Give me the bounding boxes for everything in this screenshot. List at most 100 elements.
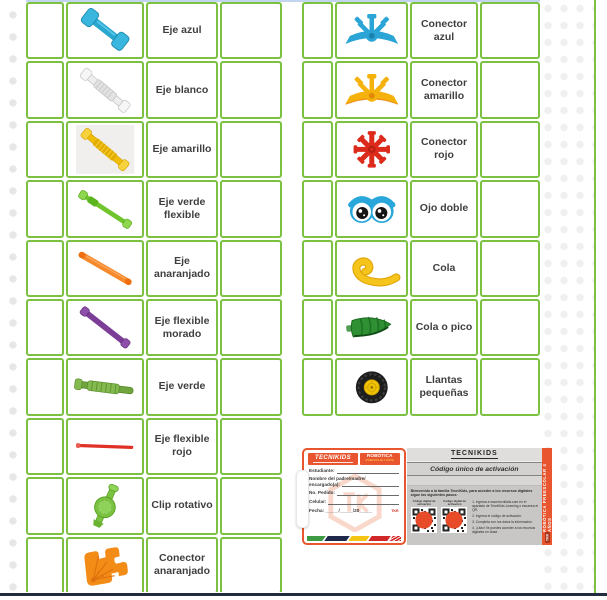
cola-o-pico-image: [337, 301, 406, 354]
qr-block-2: Código digital de activación: [441, 499, 468, 536]
field-estudiante: Estudiante:: [309, 468, 399, 474]
notes-cell: [480, 180, 540, 238]
part-label: Ojo doble: [419, 202, 469, 215]
field-label: Fecha:: [309, 507, 325, 513]
ojo-doble-image: [337, 182, 406, 235]
part-label-cell: Conector rojo: [410, 120, 478, 179]
bottom-navy-line: [0, 593, 607, 596]
notes-cell: [220, 417, 282, 476]
count-cell: [26, 298, 64, 357]
step-4: 4. ¡Listo! Ya puedes acceder a los recur…: [472, 526, 536, 535]
part-label-cell: Eje amarillo: [146, 120, 218, 179]
field-pedido: No. Pedido:: [309, 490, 399, 496]
eje-anaranjado-image: [68, 242, 142, 295]
panel-title-band: Código único de activación: [406, 462, 543, 476]
field-nombre: Nombre del padre/madre/ encargado(a):: [309, 476, 399, 488]
top-blue-line: [26, 0, 540, 2]
part-label: Eje verde flexible: [158, 195, 206, 221]
count-cell: [302, 2, 333, 60]
right-green-line: [594, 0, 596, 593]
part-label-cell: Eje flexible morado: [146, 298, 218, 357]
count-cell: [302, 180, 333, 238]
card-header: TECNIKIDS ROBÓTICA (PREESCOLAR 4 AÑOS): [308, 453, 400, 465]
count-cell: [26, 536, 64, 592]
part-image-cell: [66, 180, 144, 238]
part-image-cell: [66, 120, 144, 179]
part-image-cell: [335, 180, 408, 238]
part-label-cell: Conector anaranjado: [146, 536, 218, 592]
part-image-cell: [66, 239, 144, 297]
step-2: 2. Ingresa el código de activación.: [472, 514, 522, 519]
program-title: ROBÓTICA: [366, 454, 393, 459]
part-label: Conector anaranjado: [153, 552, 211, 578]
notes-cell: [480, 120, 540, 179]
part-label-cell: Cola: [410, 239, 478, 297]
part-label-cell: Ojo doble: [410, 180, 478, 238]
color-bar-red: [368, 535, 391, 541]
notes-cell: [480, 61, 540, 119]
tecnikids-logo-box: TECNIKIDS: [308, 453, 358, 465]
cola-image: [337, 242, 406, 295]
left-dots-pattern: [3, 2, 23, 592]
part-label-cell: Eje flexible rojo: [146, 417, 218, 476]
part-label: Conector azul: [420, 17, 468, 43]
panel-intro-text: Bienvenido a la familia TecniKids, para …: [410, 488, 533, 498]
count-cell: [26, 120, 64, 179]
qr-zone: Código digital de activación Código digi…: [410, 499, 469, 536]
count-cell: [302, 61, 333, 119]
part-label: Eje anaranjado: [153, 255, 211, 281]
part-label: Eje flexible rojo: [154, 433, 210, 459]
part-image-cell: [66, 298, 144, 357]
panel-spacer-band: [406, 476, 543, 486]
part-label: Llantas pequeñas: [419, 373, 469, 400]
part-label-cell: Clip rotativo: [146, 477, 218, 535]
qr-block-1: Código digital de activación: [410, 499, 438, 536]
notes-cell: [220, 61, 282, 119]
conector-amarillo-image: [337, 63, 406, 116]
panel-brand-text: TECNIKIDS: [450, 450, 498, 459]
notes-cell: [220, 2, 282, 60]
notes-cell: [220, 180, 282, 238]
part-label: Eje blanco: [155, 83, 209, 96]
notes-cell: [220, 298, 282, 357]
tecnikids-tagline-line: [313, 462, 353, 464]
part-label-cell: Eje blanco: [146, 61, 218, 119]
part-label-cell: Conector azul: [410, 2, 478, 60]
part-label: Cola o pico: [415, 321, 473, 334]
llantas-pequenas-image: [337, 360, 406, 413]
color-bar-green: [307, 535, 326, 541]
count-cell: [26, 2, 64, 60]
conector-rojo-image: [337, 123, 406, 176]
part-image-cell: [66, 2, 144, 60]
side-strip-label: ROBÓTICA PREESCOLAR 4 AÑOS: [542, 463, 553, 533]
color-bar-navy: [323, 535, 350, 541]
part-label-cell: Eje anaranjado: [146, 239, 218, 297]
count-cell: [26, 477, 64, 535]
part-label-cell: Eje azul: [146, 2, 218, 60]
blank-line: [342, 482, 399, 488]
activation-code-panel: TECNIKIDS Código único de activación Bie…: [406, 448, 543, 545]
part-image-cell: [335, 239, 408, 297]
panel-brand-band: TECNIKIDS: [406, 448, 543, 462]
program-box: ROBÓTICA (PREESCOLAR 4 AÑOS): [359, 453, 400, 465]
count-cell: [302, 239, 333, 297]
count-cell: [302, 298, 333, 357]
part-label-cell: Llantas pequeñas: [410, 358, 478, 416]
notes-cell: [220, 358, 282, 416]
part-label: Eje verde: [158, 380, 206, 393]
count-cell: [26, 358, 64, 416]
count-cell: [26, 61, 64, 119]
qr-code-covered: [441, 507, 468, 534]
clip-rotativo-image: [68, 479, 142, 532]
part-label: Eje flexible morado: [154, 314, 210, 340]
count-cell: [26, 417, 64, 476]
panel-title-text: Código único de activación: [430, 465, 519, 473]
notes-cell: [480, 298, 540, 357]
part-image-cell: [335, 358, 408, 416]
program-subtitle: (PREESCOLAR 4 AÑOS): [365, 458, 394, 462]
qr-code-covered: [410, 507, 437, 534]
card-fields: Estudiante: Nombre del padre/madre/ enca…: [304, 468, 404, 513]
part-image-cell: [335, 120, 408, 179]
tk-watermark-logo: [326, 473, 384, 533]
